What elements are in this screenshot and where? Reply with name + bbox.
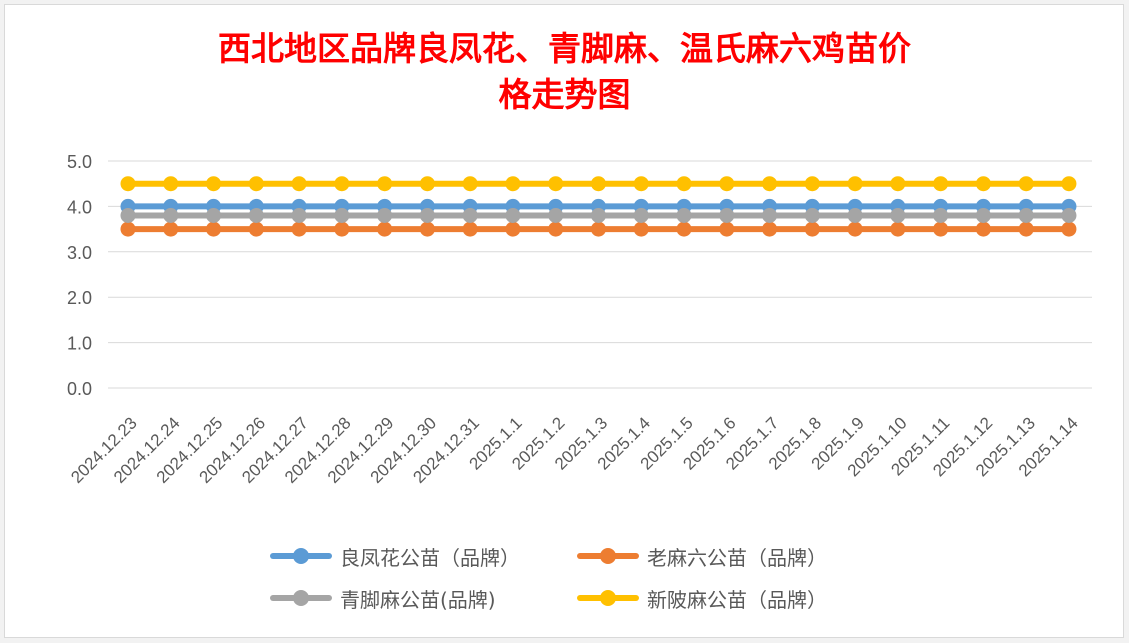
data-point: [163, 207, 179, 223]
data-point: [419, 176, 435, 192]
data-point: [590, 221, 606, 237]
data-point: [762, 176, 778, 192]
data-point: [762, 221, 778, 237]
data-point: [590, 207, 606, 223]
data-point: [933, 221, 949, 237]
data-point: [933, 176, 949, 192]
y-axis-ticks: 0.0 1.0 2.0 3.0 4.0 5.0: [67, 152, 92, 399]
data-point: [505, 221, 521, 237]
y-tick-label: 2.0: [67, 288, 92, 308]
data-point: [248, 221, 264, 237]
data-point: [633, 207, 649, 223]
data-point: [120, 221, 136, 237]
data-point: [334, 176, 350, 192]
y-tick-label: 4.0: [67, 197, 92, 217]
grid-lines: [108, 160, 1092, 389]
data-point: [120, 207, 136, 223]
data-point: [1061, 207, 1077, 223]
chart-area: [4, 4, 1124, 638]
x-axis-ticks: 2024.12.232024.12.242024.12.252024.12.26…: [67, 413, 1082, 487]
data-point: [633, 221, 649, 237]
data-point: [248, 176, 264, 192]
data-point: [890, 176, 906, 192]
data-point: [847, 221, 863, 237]
data-point: [206, 176, 222, 192]
data-point: [548, 221, 564, 237]
data-point: [762, 207, 778, 223]
series-3: [120, 207, 1077, 223]
data-point: [206, 207, 222, 223]
y-tick-label: 1.0: [67, 334, 92, 354]
y-tick-label: 0.0: [67, 379, 92, 399]
chart-title: 西北地区品牌良凤花、青脚麻、温氏麻六鸡苗价 格走势图: [0, 26, 1129, 118]
data-point: [505, 176, 521, 192]
data-point: [975, 221, 991, 237]
data-point: [334, 221, 350, 237]
data-point: [291, 221, 307, 237]
data-point: [163, 176, 179, 192]
data-point: [1018, 207, 1034, 223]
data-point: [933, 207, 949, 223]
data-point: [334, 207, 350, 223]
data-point: [1061, 176, 1077, 192]
data-point: [462, 221, 478, 237]
data-point: [548, 207, 564, 223]
data-point: [377, 207, 393, 223]
data-point: [291, 176, 307, 192]
data-point: [975, 207, 991, 223]
data-point: [462, 176, 478, 192]
data-point: [291, 207, 307, 223]
data-point: [1018, 176, 1034, 192]
data-point: [804, 221, 820, 237]
data-point: [419, 221, 435, 237]
data-point: [462, 207, 478, 223]
data-point: [804, 207, 820, 223]
data-point: [633, 176, 649, 192]
data-point: [975, 176, 991, 192]
data-point: [804, 176, 820, 192]
data-point: [120, 176, 136, 192]
data-point: [847, 207, 863, 223]
data-point: [847, 176, 863, 192]
data-point: [676, 221, 692, 237]
data-point: [377, 221, 393, 237]
data-point: [890, 207, 906, 223]
y-tick-label: 3.0: [67, 243, 92, 263]
chart-title-line-1: 西北地区品牌良凤花、青脚麻、温氏麻六鸡苗价: [218, 29, 911, 68]
data-point: [676, 176, 692, 192]
chart-title-line-2: 格走势图: [498, 75, 631, 114]
data-point: [1061, 221, 1077, 237]
data-point: [1018, 221, 1034, 237]
series-layer: [120, 176, 1077, 237]
y-tick-label: 5.0: [67, 152, 92, 172]
data-point: [719, 207, 735, 223]
data-point: [676, 207, 692, 223]
data-point: [548, 176, 564, 192]
data-point: [377, 176, 393, 192]
series-2: [120, 221, 1077, 237]
data-point: [719, 176, 735, 192]
data-point: [890, 221, 906, 237]
data-point: [206, 221, 222, 237]
data-point: [590, 176, 606, 192]
data-point: [419, 207, 435, 223]
data-point: [248, 207, 264, 223]
data-point: [719, 221, 735, 237]
data-point: [505, 207, 521, 223]
series-4: [120, 176, 1077, 192]
data-point: [163, 221, 179, 237]
